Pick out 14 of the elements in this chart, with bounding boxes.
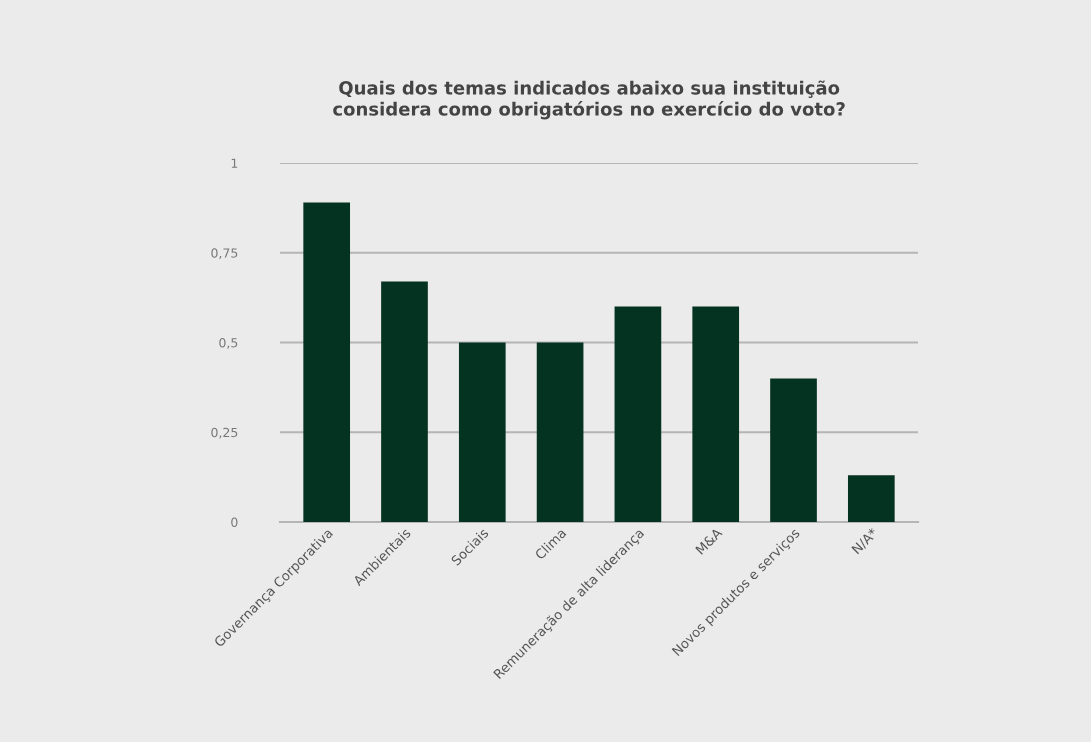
bar xyxy=(303,202,351,522)
bar xyxy=(458,342,506,522)
y-tick-label: 1 xyxy=(231,158,238,168)
y-tick-label: 0,25 xyxy=(211,427,238,439)
bar xyxy=(614,306,662,522)
bar xyxy=(536,342,584,522)
chart-title: Quais dos temas indicados abaixo sua instituição considera como obrigatórios no exercício do voto? xyxy=(333,80,845,120)
bar xyxy=(692,306,740,522)
bar xyxy=(847,475,895,522)
bar xyxy=(770,378,817,522)
y-tick-label: 0,75 xyxy=(211,248,238,259)
y-tick-label: 0 xyxy=(231,517,238,527)
bar xyxy=(381,281,428,522)
y-tick-label: 0,5 xyxy=(219,337,238,349)
